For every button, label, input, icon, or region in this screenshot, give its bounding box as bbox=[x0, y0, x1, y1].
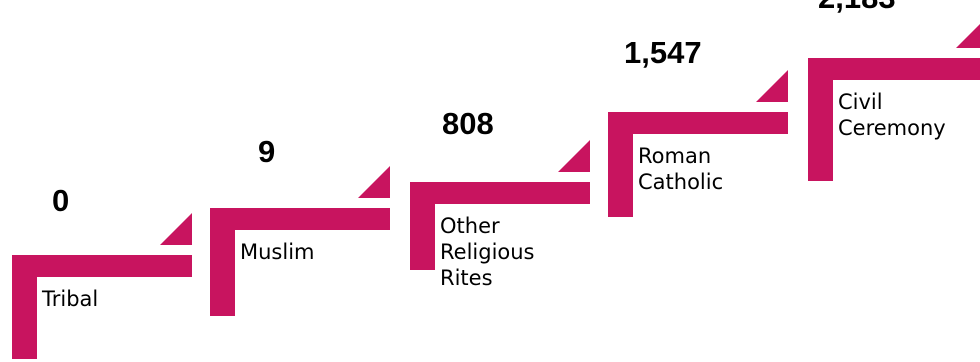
category-label-roman-catholic: Roman Catholic bbox=[638, 143, 723, 195]
value-label-tribal: 0 bbox=[52, 183, 70, 218]
category-label-line: Ceremony bbox=[838, 116, 946, 140]
category-label-line: Rites bbox=[440, 266, 493, 290]
category-label-line: Roman bbox=[638, 144, 712, 168]
category-label-other-religious-rites: Other Religious Rites bbox=[440, 213, 535, 291]
step-arrow-roman-catholic bbox=[756, 70, 788, 102]
category-label-line: Civil bbox=[838, 90, 883, 114]
step-muslim bbox=[210, 208, 390, 316]
step-roman-catholic bbox=[608, 112, 788, 217]
value-label-roman-catholic: 1,547 bbox=[624, 35, 702, 70]
value-label-muslim: 9 bbox=[258, 134, 276, 169]
step-civil-ceremony bbox=[808, 58, 980, 181]
category-label-line: Other bbox=[440, 214, 500, 238]
category-label-line: Muslim bbox=[240, 240, 315, 264]
category-label-civil-ceremony: Civil Ceremony bbox=[838, 89, 946, 141]
step-arrow-civil-ceremony bbox=[956, 24, 980, 48]
step-arrow-muslim bbox=[358, 166, 390, 198]
step-arrow-other-religious-rites bbox=[558, 140, 590, 172]
category-label-line: Religious bbox=[440, 240, 535, 264]
step-tribal bbox=[12, 255, 192, 359]
category-label-line: Catholic bbox=[638, 170, 724, 194]
step-other-religious-rites bbox=[410, 182, 590, 270]
value-label-civil-ceremony: 2,183 bbox=[818, 0, 896, 16]
step-arrow-tribal bbox=[160, 213, 192, 245]
category-label-muslim: Muslim bbox=[240, 239, 315, 265]
category-label-tribal: Tribal bbox=[42, 286, 98, 312]
value-label-other-religious-rites: 808 bbox=[442, 106, 494, 141]
category-label-line: Tribal bbox=[42, 287, 99, 311]
